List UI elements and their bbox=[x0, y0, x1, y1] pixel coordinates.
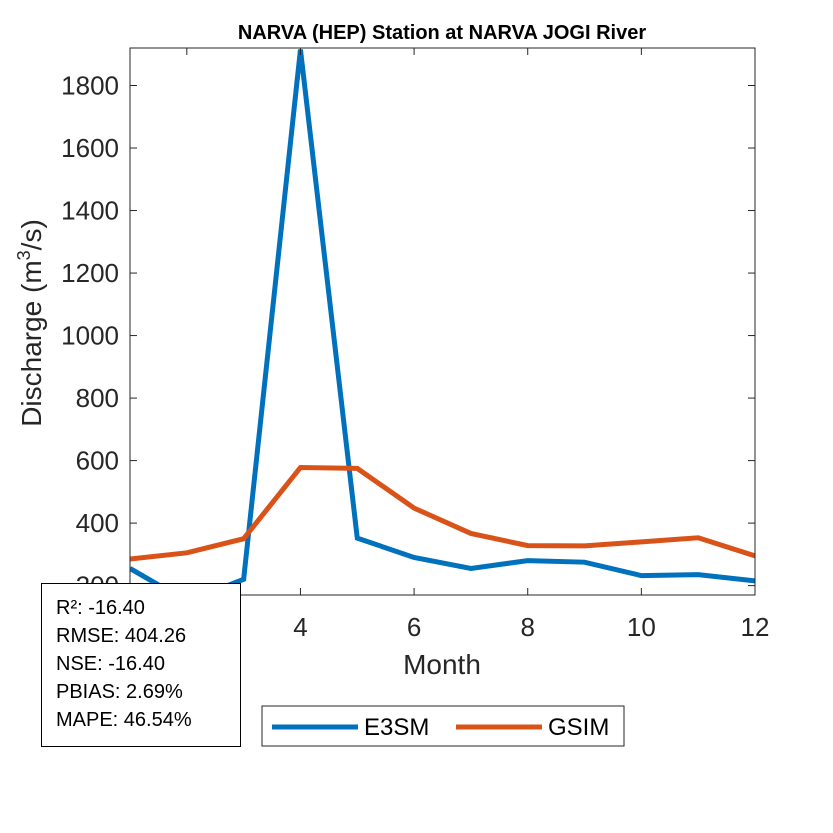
legend-label-e3sm: E3SM bbox=[364, 714, 429, 741]
legend: E3SM GSIM bbox=[261, 705, 625, 747]
x-tick-label-8: 8 bbox=[520, 612, 534, 642]
y-axis-label: Discharge (m3/s) bbox=[14, 219, 47, 427]
y-axis-label-main: Discharge (m bbox=[16, 260, 47, 426]
stat-pbias: PBIAS: 2.69% bbox=[56, 681, 183, 703]
y-tick-label-800: 800 bbox=[76, 383, 119, 413]
x-tick-label-6: 6 bbox=[407, 612, 421, 642]
y-tick-label-600: 600 bbox=[76, 446, 119, 476]
legend-label-gsim: GSIM bbox=[548, 714, 609, 741]
y-tick-label-1400: 1400 bbox=[61, 196, 119, 226]
series-line-gsim bbox=[130, 464, 755, 562]
stat-r2: R²: -16.40 bbox=[56, 597, 145, 619]
y-tick-label-400: 400 bbox=[76, 508, 119, 538]
y-tick-label-1200: 1200 bbox=[61, 258, 119, 288]
y-tick-label-1000: 1000 bbox=[61, 321, 119, 351]
x-tick-label-10: 10 bbox=[627, 612, 656, 642]
y-tick-label-1600: 1600 bbox=[61, 133, 119, 163]
stat-mape: MAPE: 46.54% bbox=[56, 709, 192, 731]
stats-box: R²: -16.40 RMSE: 404.26 NSE: -16.40 PBIA… bbox=[41, 583, 241, 747]
x-tick-label-12: 12 bbox=[741, 612, 770, 642]
x-axis-label: Month bbox=[403, 649, 481, 680]
stat-nse: NSE: -16.40 bbox=[56, 653, 165, 675]
y-tick-label-1800: 1800 bbox=[61, 71, 119, 101]
y-axis-label-superscript: 3 bbox=[14, 250, 34, 260]
y-axis-label-tail: /s) bbox=[16, 219, 47, 250]
stat-rmse: RMSE: 404.26 bbox=[56, 625, 187, 647]
x-tick-label-4: 4 bbox=[293, 612, 307, 642]
plot-frame bbox=[129, 47, 756, 596]
chart-title: NARVA (HEP) Station at NARVA JOGI River bbox=[238, 22, 646, 44]
